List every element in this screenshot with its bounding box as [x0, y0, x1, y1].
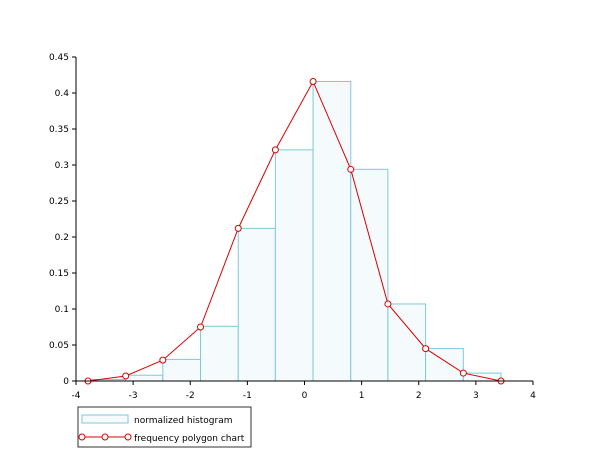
polygon-point — [234, 224, 242, 232]
legend: normalized histogram frequency polygon c… — [77, 406, 252, 448]
x-tick-label: -2 — [186, 391, 195, 401]
legend-box — [77, 406, 252, 448]
y-tick-label: 0.45 — [49, 53, 69, 63]
polygon-point — [271, 146, 279, 154]
y-tick-label: 0.3 — [55, 161, 69, 171]
polygon-point — [347, 165, 355, 173]
x-tick-label: -3 — [129, 391, 138, 401]
histogram-bar — [162, 358, 202, 382]
polygon-point — [422, 345, 430, 353]
y-tick-label: 0.4 — [55, 89, 70, 99]
histogram-bar — [237, 227, 276, 382]
x-tick-label: -4 — [72, 391, 81, 401]
legend-histogram-swatch — [81, 414, 129, 424]
polygon-point — [384, 300, 392, 308]
frequency-polygon — [84, 77, 505, 385]
histogram-bars — [87, 80, 502, 382]
y-tick-label: 0 — [63, 377, 69, 387]
legend-polygon-marker — [78, 433, 86, 441]
legend-polygon-marker — [124, 433, 132, 441]
y-tick-label: 0.05 — [49, 341, 69, 351]
histogram-bar — [274, 149, 314, 382]
y-tick-label: 0.15 — [49, 269, 69, 279]
polygon-point — [122, 372, 130, 380]
legend-polygon-marker — [101, 433, 109, 441]
polygon-line — [87, 80, 502, 382]
polygon-point — [159, 356, 167, 364]
y-tick-label: 0.35 — [49, 125, 69, 135]
polygon-point — [309, 77, 317, 85]
histogram-bar — [425, 348, 464, 382]
x-tick-label: 1 — [359, 391, 365, 401]
legend-histogram-label: normalized histogram — [134, 416, 233, 426]
x-tick-label: 0 — [302, 391, 308, 401]
histogram-bar — [125, 374, 164, 382]
y-tick-label: 0.25 — [49, 197, 69, 207]
histogram-bar — [200, 325, 239, 382]
histogram-bar — [350, 168, 389, 382]
x-tick-label: 4 — [530, 391, 536, 401]
x-tick-label: 2 — [416, 391, 422, 401]
x-tick-label: 3 — [473, 391, 479, 401]
x-tick-label: -1 — [243, 391, 252, 401]
y-tick-label: 0.2 — [55, 233, 69, 243]
axes: 0 0.05 0.1 0.15 0.2 0.25 0.3 0.35 0.4 0.45 -4 -3 -2 -… — [49, 53, 536, 401]
polygon-point — [459, 369, 467, 377]
y-tick-label: 0.1 — [55, 305, 69, 315]
legend-polygon-label: frequency polygon chart — [134, 434, 245, 444]
polygon-point — [197, 323, 205, 331]
